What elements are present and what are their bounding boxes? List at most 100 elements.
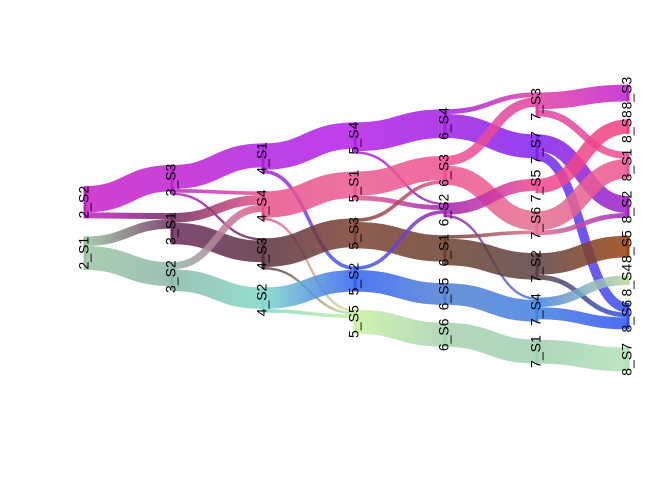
link (84, 165, 173, 213)
node-label: 5_S5 (346, 305, 362, 338)
node-label: 5_S1 (346, 169, 362, 202)
node-label: 7_S7 (528, 131, 544, 164)
link (536, 151, 629, 313)
node (443, 109, 447, 138)
link (171, 204, 264, 270)
node-label: 7_S3 (528, 88, 544, 121)
node (261, 143, 265, 174)
node-label: 6_S3 (436, 154, 452, 187)
link (354, 210, 446, 270)
node (535, 92, 539, 117)
node-label: 4_S1 (254, 142, 270, 175)
node (626, 275, 630, 285)
link (444, 238, 538, 280)
node-label: 5_S4 (346, 121, 362, 154)
node (535, 211, 539, 236)
link (171, 189, 264, 195)
node (353, 266, 357, 292)
link (262, 169, 356, 270)
link (536, 339, 629, 372)
node (170, 213, 174, 245)
node (443, 322, 447, 347)
node-label: 8_S1 (619, 148, 635, 181)
node-label: 7_S2 (528, 250, 544, 283)
link (536, 119, 629, 194)
link (444, 322, 538, 364)
link (262, 171, 356, 218)
link (171, 195, 264, 223)
node-label: 8_S2 (619, 190, 635, 223)
node-label: 7_S4 (528, 293, 544, 326)
link (354, 156, 446, 196)
link (262, 122, 356, 170)
node (261, 191, 265, 221)
link (354, 270, 446, 305)
link (262, 270, 356, 309)
link (262, 309, 356, 318)
link (354, 309, 446, 347)
node-label: 7_S5 (528, 169, 544, 202)
node (535, 297, 539, 322)
node (535, 253, 539, 280)
link (354, 180, 446, 222)
link (444, 178, 538, 215)
node (626, 196, 630, 218)
node-label: 4_S3 (254, 237, 270, 270)
node (626, 303, 630, 330)
node-label: 3_S3 (163, 163, 179, 196)
link (171, 143, 264, 189)
node-label: 8_S6 (619, 300, 635, 333)
node (535, 339, 539, 364)
node (443, 283, 447, 305)
link (536, 159, 629, 231)
link (84, 219, 173, 246)
link (536, 235, 629, 275)
node (83, 236, 87, 270)
node-label: 4_S4 (254, 189, 270, 222)
node-label: 5_S2 (346, 262, 362, 295)
node-label: 8_S3 (619, 76, 635, 109)
node-label: 8_S4 (619, 264, 635, 297)
node-label: 6_S1 (436, 234, 452, 267)
node-label: 2_S1 (76, 237, 92, 270)
node-label: 7_S1 (528, 335, 544, 368)
link (262, 218, 356, 267)
link (354, 109, 446, 152)
node-label: 8_S5 (619, 230, 635, 263)
node-label: 5_S3 (346, 217, 362, 250)
node (626, 119, 630, 134)
node (353, 309, 357, 334)
link (171, 192, 264, 241)
node (261, 287, 265, 313)
link (84, 246, 173, 287)
node (626, 235, 630, 258)
link (262, 217, 356, 312)
node (535, 134, 539, 161)
node-label: 3_S2 (163, 260, 179, 293)
node-label: 2_S2 (76, 186, 92, 219)
node (443, 202, 447, 218)
node (626, 151, 630, 179)
node (626, 347, 630, 372)
node-label: 6_S2 (436, 193, 452, 226)
node (353, 122, 357, 154)
node (535, 178, 539, 194)
node (170, 262, 174, 291)
node (353, 218, 357, 249)
link (444, 97, 538, 166)
node (443, 235, 447, 266)
node (626, 84, 630, 102)
link (536, 275, 629, 308)
node-label: 7_S6 (528, 207, 544, 240)
node-label: 4_S2 (254, 283, 270, 316)
node-label: 3_S1 (163, 212, 179, 245)
node-label: 6_S6 (436, 318, 452, 351)
link (444, 92, 538, 114)
link (536, 213, 629, 236)
node-label: 8_S8 (619, 110, 635, 143)
link (536, 307, 629, 330)
links (84, 84, 629, 372)
node-label: 6_S5 (436, 277, 452, 310)
link (444, 230, 538, 239)
